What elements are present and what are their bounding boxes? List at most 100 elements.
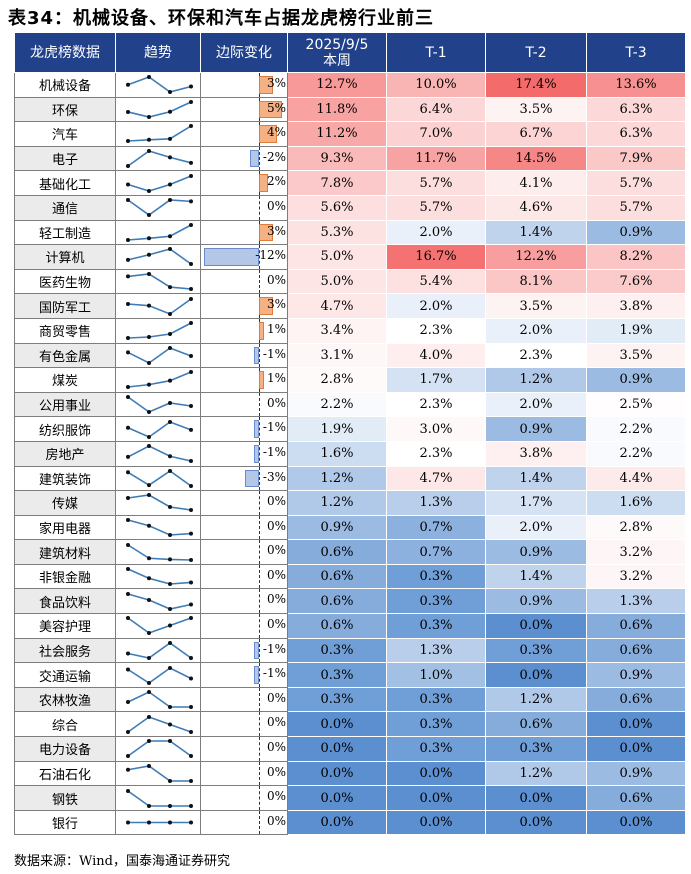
table-row: 公用事业 0% 2.2% 2.3% 2.0% 2.5% (14, 391, 686, 418)
table-row: 非银金融 0% 0.6% 0.3% 1.4% 3.2% (14, 563, 686, 590)
trend-sparkline (115, 613, 201, 639)
table-header-row: 龙虎榜数据 趋势 边际变化 2025/9/5 本周 T-1 T-2 T-3 (14, 32, 686, 73)
heat-value-cell: 0.0% (586, 809, 686, 836)
heat-value-cell: 2.2% (586, 440, 686, 467)
heat-value-cell: 6.7% (485, 121, 587, 147)
table-row: 商贸零售 1% 3.4% 2.3% 2.0% 1.9% (14, 317, 686, 344)
trend-line (127, 371, 192, 389)
trend-point (168, 109, 172, 114)
margin-axis (259, 515, 260, 540)
margin-axis (259, 638, 260, 663)
trend-point (126, 700, 130, 705)
trend-point (189, 616, 193, 621)
margin-value: 0% (266, 740, 286, 755)
margin-change: -1% (200, 342, 288, 369)
trend-sparkline (115, 121, 201, 147)
heat-value-cell: 2.2% (586, 416, 686, 442)
heat-value-cell: 1.2% (485, 686, 587, 713)
table-row: 汽车 4% 11.2% 7.0% 6.7% 6.3% (14, 121, 686, 147)
trend-point (189, 404, 193, 409)
trend-point (147, 410, 151, 415)
heat-value-cell: 6.3% (586, 121, 686, 147)
heat-value-cell: 3.2% (586, 563, 686, 590)
margin-value: 0% (266, 198, 286, 213)
trend-line (127, 519, 192, 536)
margin-axis (259, 245, 260, 269)
margin-bar (259, 125, 278, 143)
heat-value-cell: 1.2% (287, 465, 387, 492)
heat-value-cell: 5.4% (386, 268, 486, 295)
header-label: 2025/9/5 (305, 36, 369, 53)
heat-value-cell: 0.6% (287, 563, 387, 590)
heat-value-cell: 0.6% (287, 539, 387, 565)
heat-value-cell: 0.6% (287, 588, 387, 615)
trend-point (168, 332, 172, 337)
trend-sparkline (115, 317, 201, 344)
industry-name: 轻工制造 (14, 219, 116, 246)
trend-point (147, 253, 151, 258)
trend-point (168, 198, 172, 203)
trend-point (168, 454, 172, 459)
margin-change: 2% (200, 170, 288, 196)
margin-axis (259, 392, 260, 417)
header-label: 龙虎榜数据 (30, 44, 100, 61)
margin-bar (259, 321, 264, 340)
trend-point (189, 173, 193, 178)
heat-value-cell: 11.7% (386, 145, 486, 172)
trend-point (126, 496, 130, 501)
heat-value-cell: 10.0% (386, 72, 486, 98)
margin-bar (254, 444, 259, 463)
trend-line (127, 101, 192, 118)
margin-axis (259, 441, 260, 466)
heat-value-cell: 12.7% (287, 72, 387, 98)
heat-value-cell: 0.0% (586, 736, 686, 762)
trend-point (168, 137, 172, 142)
heat-value-cell: 6.3% (586, 96, 686, 123)
heat-value-cell: 2.0% (485, 391, 587, 418)
trend-point (126, 616, 130, 621)
heat-value-cell: 4.1% (485, 170, 587, 196)
heat-value-cell: 1.7% (485, 490, 587, 516)
heat-value-cell: 0.0% (287, 711, 387, 738)
trend-point (189, 754, 193, 759)
margin-value: 0% (266, 395, 286, 410)
trend-point (147, 114, 151, 119)
trend-line (127, 322, 192, 340)
margin-axis (259, 614, 260, 638)
trend-point (147, 523, 151, 528)
trend-sparkline (115, 170, 201, 196)
margin-value: 0% (266, 567, 286, 582)
heat-value-cell: 3.8% (485, 440, 587, 467)
margin-change: 3% (200, 219, 288, 246)
table-row: 石油石化 0% 0.0% 0.0% 1.2% 0.9% (14, 760, 686, 787)
trend-line (127, 715, 192, 733)
trend-point (189, 655, 193, 660)
trend-point (126, 651, 130, 656)
industry-name: 房地产 (14, 440, 116, 467)
trend-line (127, 76, 192, 94)
industry-name: 建筑装饰 (14, 465, 116, 492)
trend-sparkline (115, 662, 201, 688)
margin-value: 0% (266, 592, 286, 607)
trend-sparkline (115, 711, 201, 738)
industry-name: 电子 (14, 145, 116, 172)
trend-point (189, 84, 193, 89)
heat-value-cell: 0.0% (485, 809, 587, 836)
table-row: 基础化工 2% 7.8% 5.7% 4.1% 5.7% (14, 170, 686, 196)
margin-value: -2% (262, 149, 286, 164)
heat-value-cell: 0.3% (287, 662, 387, 688)
trend-line (127, 445, 192, 462)
table-body: 机械设备 3% 12.7% 10.0% 17.4% 13.6% 环保 5% 11.8% 6.4% 3… (14, 72, 686, 836)
margin-change: 0% (200, 268, 288, 295)
heat-value-cell: 6.4% (386, 96, 486, 123)
table-row: 电力设备 0% 0.0% 0.3% 0.3% 0.0% (14, 736, 686, 762)
margin-bar (254, 641, 259, 660)
heat-value-cell: 13.6% (586, 72, 686, 98)
trend-point (189, 459, 193, 464)
trend-point (126, 425, 130, 430)
margin-change: 0% (200, 711, 288, 738)
industry-name: 汽车 (14, 121, 116, 147)
heat-value-cell: 1.3% (386, 490, 486, 516)
margin-value: 0% (266, 494, 286, 509)
trend-sparkline (115, 539, 201, 565)
